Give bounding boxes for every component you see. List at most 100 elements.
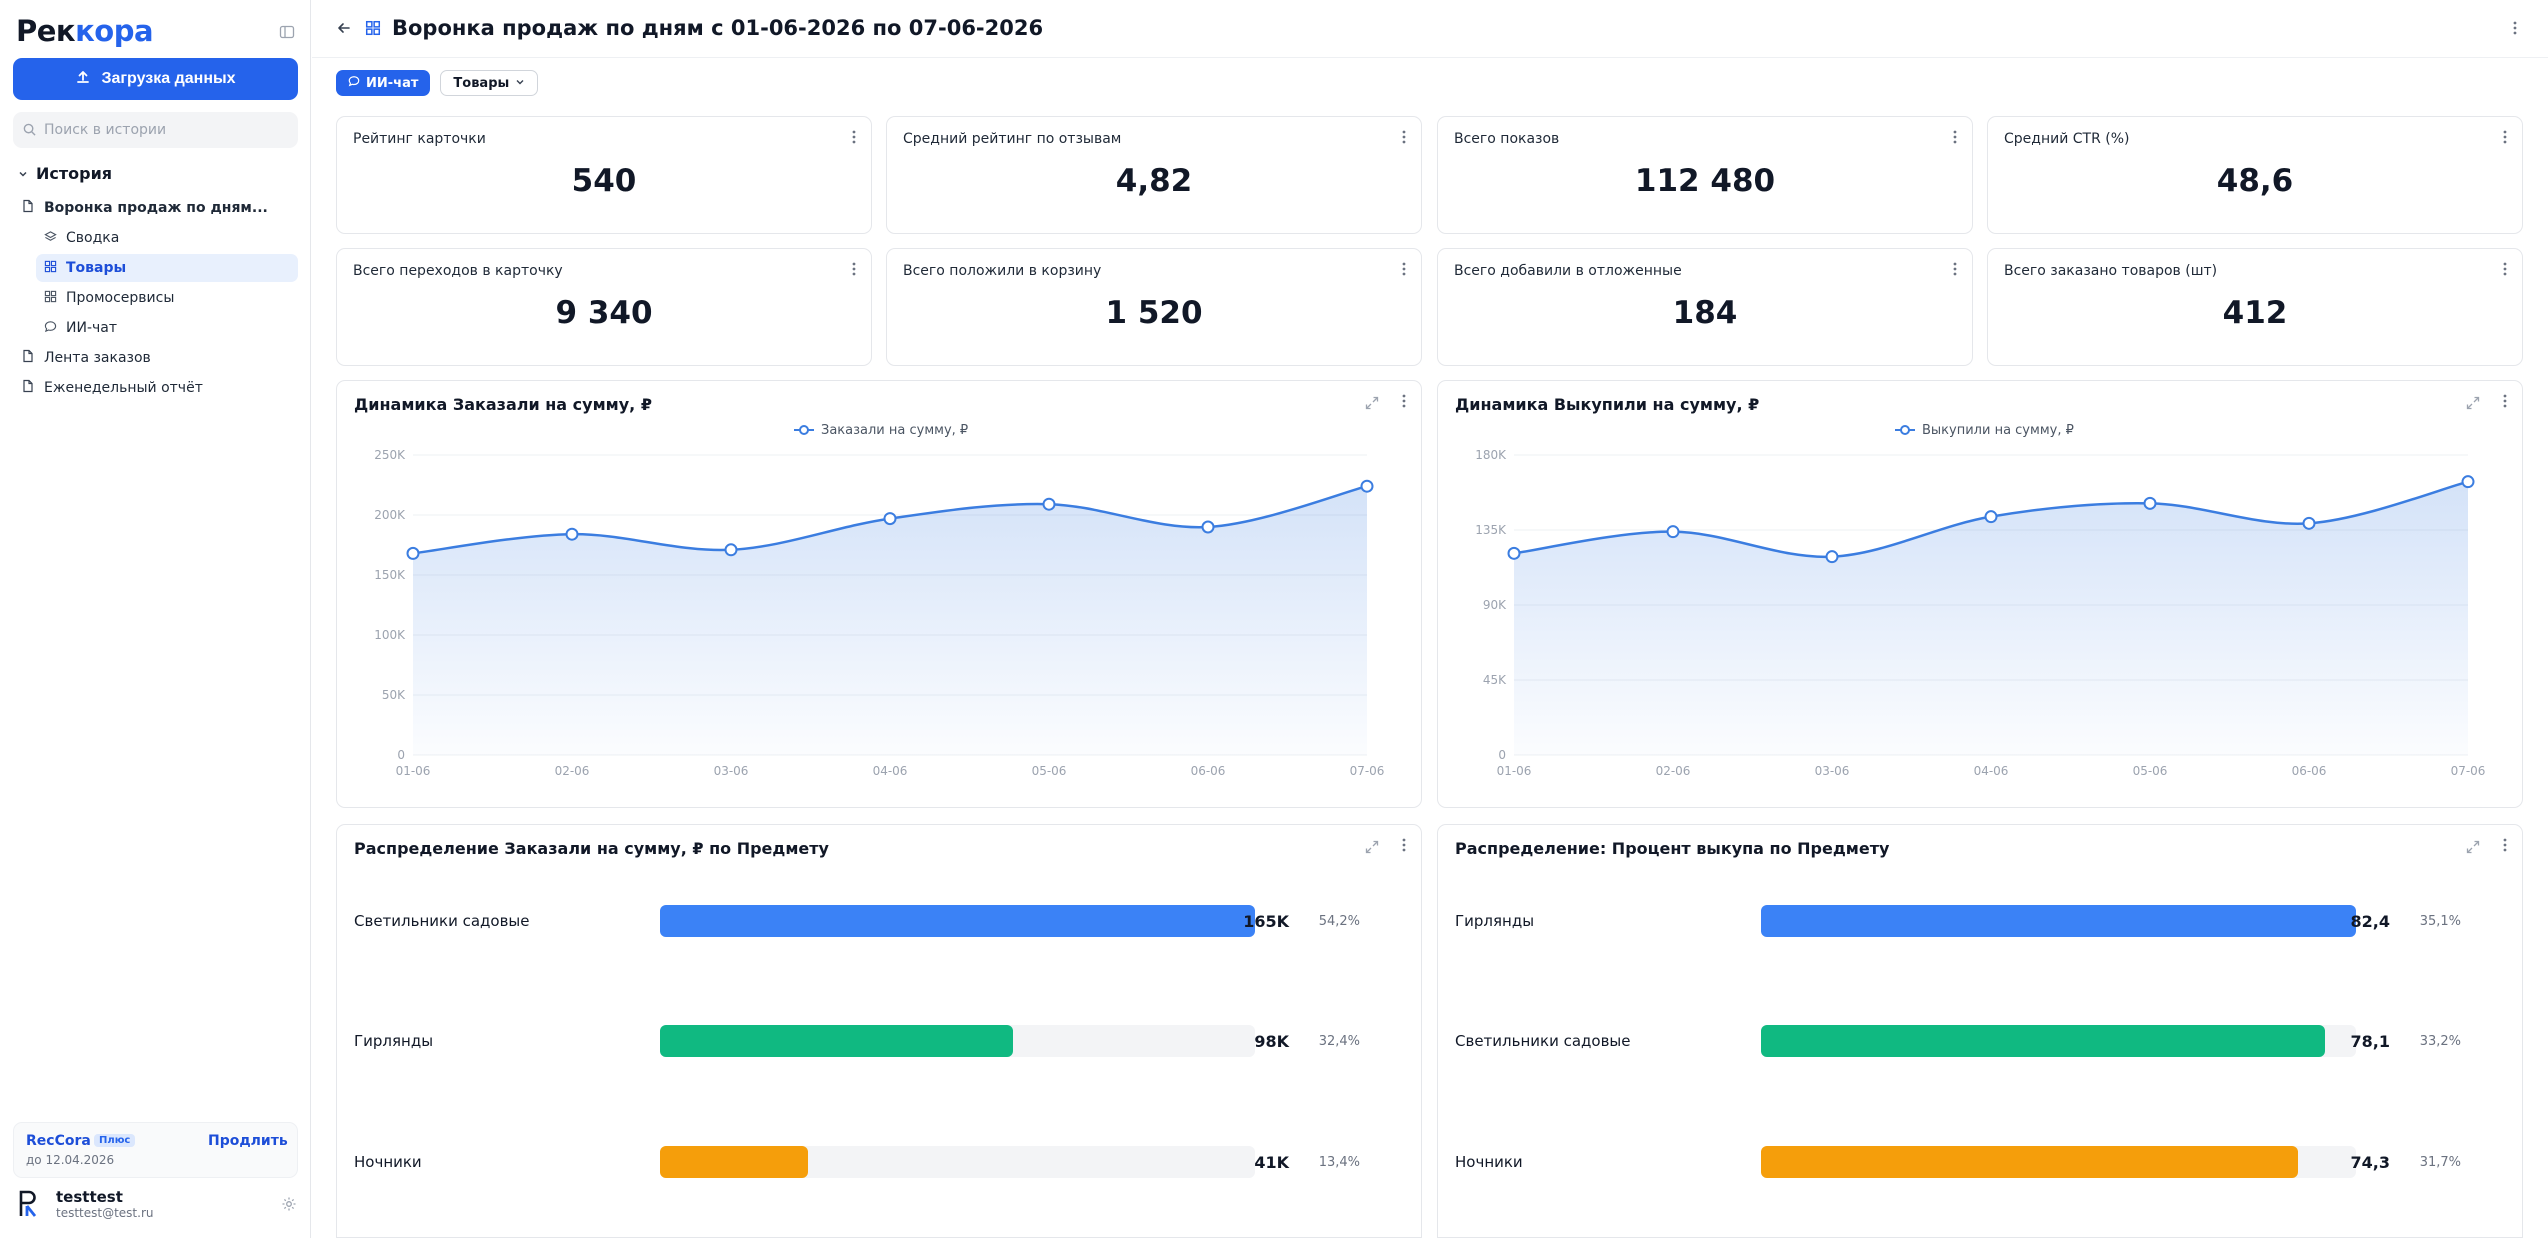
- x-tick-label: 07-06: [2451, 764, 2486, 778]
- logo-part2: кора: [75, 14, 154, 48]
- history-item-label: ИИ-чат: [66, 320, 118, 336]
- ai-chat-chip[interactable]: ИИ-чат: [336, 70, 431, 96]
- chart-title: Динамика Заказали на сумму, ₽: [354, 395, 652, 414]
- y-tick-label: 45K: [1483, 673, 1507, 687]
- history-search[interactable]: [13, 112, 298, 148]
- y-tick-label: 100K: [374, 628, 406, 642]
- x-tick-label: 06-06: [2292, 764, 2327, 778]
- kpi-card: Всего заказано товаров (шт) 412: [1987, 248, 2523, 366]
- kpi-value: 184: [1672, 295, 1738, 331]
- kpi-value: 9 340: [555, 295, 653, 331]
- y-tick-label: 90K: [1483, 598, 1507, 612]
- bar-category-label: Светильники садовые: [1455, 1032, 1631, 1050]
- bar[interactable]: [1761, 905, 2356, 937]
- history-item-summary[interactable]: Сводка: [36, 224, 298, 252]
- kpi-label: Всего показов: [1454, 131, 1560, 147]
- bar-row: Светильники садовые 78,1 33,2%: [1455, 1025, 2505, 1057]
- more-menu-icon[interactable]: [1401, 837, 1407, 857]
- bar[interactable]: [660, 1146, 808, 1178]
- bar-value-label: 82,4: [2350, 912, 2390, 931]
- kpi-card: Всего показов 112 480: [1437, 116, 1973, 234]
- bar-percent-label: 31,7%: [2419, 1155, 2461, 1170]
- history-item-orders-feed[interactable]: Лента заказов: [13, 344, 298, 372]
- x-tick-label: 04-06: [873, 764, 908, 778]
- more-menu-icon[interactable]: [1952, 261, 1958, 281]
- more-menu-icon[interactable]: [2502, 129, 2508, 149]
- more-menu-icon[interactable]: [1401, 129, 1407, 149]
- expand-icon[interactable]: [1365, 395, 1379, 414]
- expand-icon[interactable]: [1365, 839, 1379, 858]
- bar[interactable]: [1761, 1146, 2298, 1178]
- data-point: [1984, 510, 1998, 524]
- history-item-weekly-report[interactable]: Еженедельный отчёт: [13, 374, 298, 402]
- bar-percent-label: 54,2%: [1318, 914, 1360, 929]
- kpi-label: Всего переходов в карточку: [353, 263, 563, 279]
- data-point: [883, 512, 897, 526]
- upload-data-button[interactable]: Загрузка данных: [13, 58, 298, 100]
- bar[interactable]: [660, 905, 1255, 937]
- back-arrow-icon[interactable]: [336, 20, 352, 40]
- bar-percent-label: 33,2%: [2419, 1034, 2461, 1049]
- history-item-ai-chat[interactable]: ИИ-чат: [36, 314, 298, 342]
- x-tick-label: 01-06: [396, 764, 431, 778]
- legend-marker: [799, 425, 809, 435]
- history-item-label: Товары: [66, 260, 127, 276]
- chevron-down-icon: [18, 164, 28, 183]
- upload-icon: [75, 69, 91, 90]
- search-input[interactable]: [44, 122, 284, 138]
- collapse-sidebar-icon[interactable]: [279, 24, 295, 40]
- series-area: [1514, 481, 2468, 755]
- more-menu-icon[interactable]: [2502, 393, 2508, 413]
- goods-dropdown[interactable]: Товары: [440, 70, 539, 96]
- kpi-label: Рейтинг карточки: [353, 131, 486, 147]
- history-item-label: Лента заказов: [44, 350, 151, 366]
- history-item-promo[interactable]: Промосервисы: [36, 284, 298, 312]
- series-area: [413, 486, 1367, 755]
- data-point: [1507, 546, 1521, 560]
- orders-sum-line-chart: 0 50K 100K 150K 200K 250K 01-06 02-06 03-06 04-06…: [374, 423, 1384, 778]
- bar[interactable]: [660, 1025, 1014, 1057]
- upload-data-label: Загрузка данных: [101, 70, 236, 87]
- more-menu-icon[interactable]: [2512, 20, 2518, 40]
- bar[interactable]: [1761, 1025, 2325, 1057]
- top-bar: Воронка продаж по дням с 01-06-2026 по 0…: [312, 0, 2548, 58]
- data-point: [2143, 496, 2157, 510]
- renew-link[interactable]: Продлить: [208, 1133, 288, 1149]
- more-menu-icon[interactable]: [1401, 261, 1407, 281]
- history-item-label: Воронка продаж по дням...: [44, 200, 268, 216]
- x-tick-label: 04-06: [1974, 764, 2009, 778]
- more-menu-icon[interactable]: [1401, 393, 1407, 413]
- legend-marker: [1900, 425, 1910, 435]
- logo[interactable]: Реккора: [16, 14, 154, 48]
- more-menu-icon[interactable]: [2502, 837, 2508, 857]
- buyout-sum-line-chart: 0 45K 90K 135K 180K 01-06 02-06 03-06 04-06 05-06…: [1475, 423, 2486, 778]
- expand-icon[interactable]: [2466, 395, 2480, 414]
- plan-name: RecCora: [26, 1133, 91, 1149]
- history-item-goods[interactable]: Товары: [36, 254, 298, 282]
- bar-track: [1761, 905, 2356, 937]
- expand-icon[interactable]: [2466, 839, 2480, 858]
- chart-title: Распределение: Процент выкупа по Предмет…: [1455, 839, 1890, 858]
- kpi-value: 112 480: [1634, 163, 1776, 199]
- more-menu-icon[interactable]: [2502, 261, 2508, 281]
- bar-row: Гирлянды 82,4 35,1%: [1455, 905, 2505, 937]
- bar-category-label: Гирлянды: [354, 1032, 434, 1050]
- more-menu-icon[interactable]: [1952, 129, 1958, 149]
- y-tick-label: 50K: [382, 688, 406, 702]
- x-tick-label: 03-06: [714, 764, 749, 778]
- history-item-funnel[interactable]: Воронка продаж по дням...: [13, 194, 298, 222]
- gear-icon[interactable]: [281, 1196, 297, 1216]
- avatar: [18, 1190, 40, 1222]
- x-tick-label: 01-06: [1497, 764, 1532, 778]
- chart-title: Динамика Выкупили на сумму, ₽: [1455, 395, 1760, 414]
- y-tick-label: 0: [397, 748, 405, 762]
- y-tick-label: 150K: [374, 568, 406, 582]
- more-menu-icon[interactable]: [851, 129, 857, 149]
- bar-value-label: 74,3: [2350, 1153, 2390, 1172]
- user-profile[interactable]: testtest testtest@test.ru: [18, 1186, 303, 1226]
- bar-track: [1761, 1025, 2356, 1057]
- data-point: [1360, 479, 1374, 493]
- history-section-toggle[interactable]: История: [18, 164, 112, 183]
- bar-percent-label: 35,1%: [2419, 914, 2461, 929]
- more-menu-icon[interactable]: [851, 261, 857, 281]
